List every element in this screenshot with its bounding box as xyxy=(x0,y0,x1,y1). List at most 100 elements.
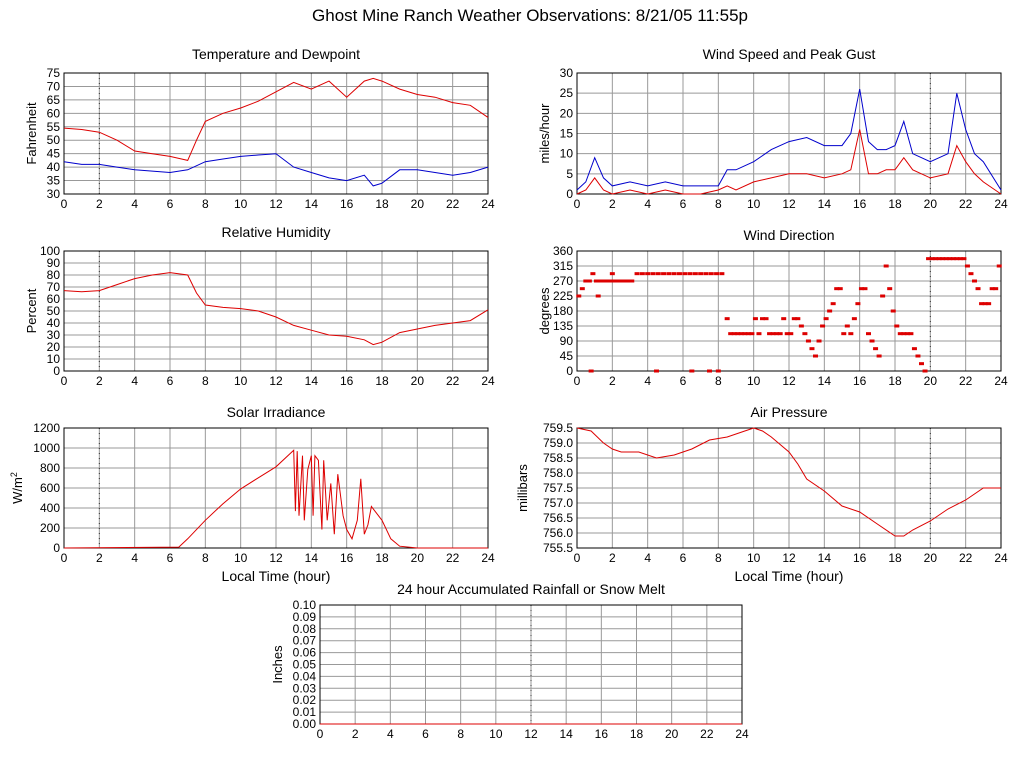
direction-point xyxy=(752,317,758,321)
y-axis-label: millibars xyxy=(515,464,530,512)
direction-point xyxy=(597,279,603,283)
series-line-wind-1 xyxy=(576,129,1002,195)
direction-point xyxy=(837,287,843,291)
direction-point xyxy=(634,272,640,276)
chart-title: Relative Humidity xyxy=(222,224,331,240)
x-tick-label: 24 xyxy=(481,197,495,211)
x-tick-label: 16 xyxy=(595,727,609,741)
series-line-temp-0 xyxy=(63,77,489,161)
direction-point xyxy=(919,362,924,366)
direction-point xyxy=(972,279,977,283)
direction-point xyxy=(809,347,815,351)
x-tick-label: 8 xyxy=(457,727,464,741)
direction-point xyxy=(841,332,847,336)
x-tick-label: 16 xyxy=(340,374,354,388)
direction-point xyxy=(798,324,804,328)
direction-point xyxy=(834,287,840,291)
x-tick-label: 10 xyxy=(234,197,248,211)
x-tick-label: 8 xyxy=(715,374,722,388)
x-tick-label: 14 xyxy=(818,374,832,388)
x-tick-label: 18 xyxy=(375,374,389,388)
y-tick-label: 20 xyxy=(47,340,61,354)
y-tick-label: 0 xyxy=(566,364,573,378)
x-tick-label: 24 xyxy=(735,727,749,741)
direction-point xyxy=(957,257,963,261)
direction-point xyxy=(844,324,850,328)
direction-point xyxy=(996,264,1002,268)
direction-point xyxy=(724,317,730,321)
direction-point xyxy=(615,279,621,283)
direction-point xyxy=(791,317,797,321)
direction-point xyxy=(625,279,631,283)
direction-point xyxy=(687,272,693,276)
direction-point xyxy=(735,332,741,336)
x-tick-label: 12 xyxy=(782,551,796,565)
direction-point xyxy=(645,272,651,276)
y-tick-label: 70 xyxy=(47,79,61,93)
direction-point xyxy=(986,302,992,306)
y-tick-label: 759.5 xyxy=(543,421,573,435)
direction-point xyxy=(586,279,592,283)
direction-point xyxy=(666,272,672,276)
direction-point xyxy=(715,369,721,373)
direction-point xyxy=(763,317,769,321)
direction-point xyxy=(774,332,780,336)
y-tick-label: 40 xyxy=(47,316,61,330)
y-axis-label: Percent xyxy=(24,288,39,333)
x-tick-label: 10 xyxy=(234,551,248,565)
y-tick-label: 30 xyxy=(47,187,61,201)
direction-point xyxy=(593,279,599,283)
x-tick-label: 24 xyxy=(481,551,495,565)
direction-point xyxy=(883,264,889,268)
direction-point xyxy=(869,339,875,343)
plot-frame xyxy=(63,250,489,372)
y-tick-label: 15 xyxy=(560,127,574,141)
direction-point xyxy=(692,272,698,276)
y-tick-label: 400 xyxy=(40,501,60,515)
y-tick-label: 757.0 xyxy=(543,496,573,510)
direction-point xyxy=(848,332,854,336)
direction-point xyxy=(979,302,985,306)
y-tick-label: 0.05 xyxy=(293,658,317,672)
x-tick-label: 12 xyxy=(269,374,283,388)
y-tick-label: 0.01 xyxy=(293,705,317,719)
direction-point xyxy=(880,294,886,298)
y-tick-label: 50 xyxy=(47,133,61,147)
x-tick-label: 14 xyxy=(818,197,832,211)
x-tick-label: 20 xyxy=(411,197,425,211)
direction-point xyxy=(698,272,704,276)
y-tick-label: 0.10 xyxy=(293,598,317,612)
direction-point xyxy=(887,287,893,291)
direction-point xyxy=(622,279,628,283)
x-tick-label: 16 xyxy=(340,197,354,211)
y-tick-label: 100 xyxy=(40,244,60,258)
direction-point xyxy=(770,332,776,336)
direction-point xyxy=(784,332,790,336)
direction-point xyxy=(781,317,787,321)
x-tick-label: 0 xyxy=(574,374,581,388)
y-tick-label: 1000 xyxy=(33,441,60,455)
direction-point xyxy=(940,257,946,261)
chart-rain: 24 hour Accumulated Rainfall or Snow Mel… xyxy=(270,581,749,741)
direction-point xyxy=(579,287,585,291)
direction-point xyxy=(655,272,661,276)
direction-point xyxy=(629,279,635,283)
direction-point xyxy=(820,324,826,328)
chart-title: Solar Irradiance xyxy=(227,404,326,420)
chart-title: 24 hour Accumulated Rainfall or Snow Mel… xyxy=(397,581,665,597)
direction-point xyxy=(611,279,617,283)
y-tick-label: 70 xyxy=(47,280,61,294)
y-tick-label: 30 xyxy=(560,66,574,80)
x-tick-label: 18 xyxy=(888,551,902,565)
y-tick-label: 0.09 xyxy=(293,610,317,624)
y-tick-label: 755.5 xyxy=(543,541,573,555)
y-tick-label: 0 xyxy=(53,541,60,555)
y-tick-label: 20 xyxy=(560,106,574,120)
y-tick-label: 0 xyxy=(566,187,573,201)
x-tick-label: 8 xyxy=(715,197,722,211)
y-tick-label: 65 xyxy=(47,93,61,107)
